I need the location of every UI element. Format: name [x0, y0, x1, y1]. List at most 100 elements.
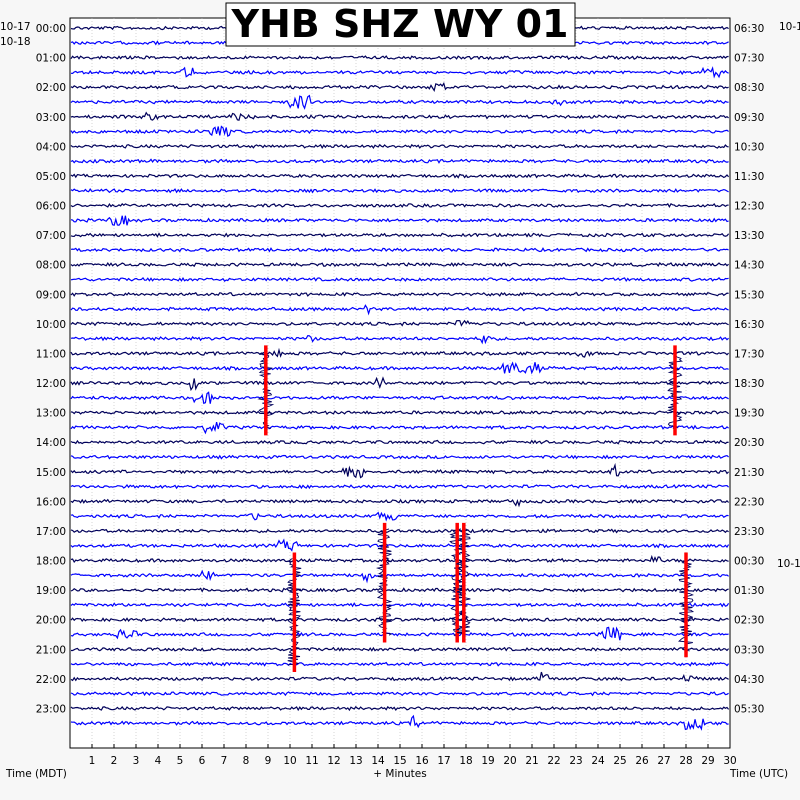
trace-line — [70, 484, 730, 490]
left-hour-label: 14:00 — [36, 437, 66, 449]
event-markers — [257, 345, 695, 673]
left-hour-label: 01:00 — [36, 53, 66, 65]
left-date-label-2: 10-18 — [0, 36, 31, 48]
left-hour-label: 20:00 — [36, 615, 66, 627]
x-tick-label: 30 — [723, 755, 736, 767]
trace-line — [70, 554, 729, 564]
left-hour-label: 07:00 — [36, 230, 66, 242]
chart-title: YHB SHZ WY 01 — [230, 2, 568, 46]
right-hour-label: 03:30 — [734, 644, 764, 656]
trace-line — [70, 158, 729, 164]
x-tick-label: 2 — [111, 755, 118, 767]
right-hour-label: 21:30 — [734, 467, 764, 479]
trace-line — [70, 111, 729, 121]
left-time-axis: 00:00 01:00 02:00 03:00 04:00 05:00 06:00 07:00… — [36, 23, 66, 715]
right-hour-label: 02:30 — [734, 615, 764, 627]
trace-line — [70, 616, 729, 623]
x-tick-label: 25 — [613, 755, 626, 767]
right-hour-label: 12:30 — [734, 201, 764, 213]
left-axis-title: Time (MDT) — [5, 768, 67, 780]
left-hour-label: 00:00 — [36, 23, 66, 35]
x-tick-label: 19 — [481, 755, 494, 767]
left-hour-label: 23:00 — [36, 703, 66, 715]
left-hour-label: 03:00 — [36, 112, 66, 124]
trace-line — [70, 143, 729, 149]
trace-line — [70, 334, 729, 345]
right-hour-label: 05:30 — [734, 703, 764, 715]
right-hour-label: 20:30 — [734, 437, 764, 449]
trace-line — [70, 661, 730, 667]
trace-line — [70, 376, 729, 392]
right-hour-label: 19:30 — [734, 408, 764, 420]
trace-line — [70, 569, 729, 584]
right-hour-label: 10:30 — [734, 141, 764, 153]
left-hour-label: 22:00 — [36, 674, 66, 686]
right-date-label-1: 10-1 — [779, 21, 800, 33]
left-hour-label: 19:00 — [36, 585, 66, 597]
trace-line — [70, 462, 730, 479]
trace-line — [70, 705, 730, 712]
event-waveform — [449, 528, 466, 636]
x-tick-label: 7 — [221, 755, 228, 767]
trace-line — [70, 361, 729, 375]
trace-line — [70, 409, 729, 415]
trace-line — [70, 626, 729, 641]
right-hour-label: 17:30 — [734, 348, 764, 360]
title-box — [225, 2, 576, 47]
x-tick-label: 3 — [133, 755, 140, 767]
trace-line — [70, 202, 729, 209]
x-tick-label: 8 — [243, 755, 250, 767]
x-tick-label: 11 — [305, 755, 318, 767]
trace-line — [70, 498, 730, 508]
left-hour-label: 12:00 — [36, 378, 66, 390]
left-hour-label: 09:00 — [36, 289, 66, 301]
left-hour-label: 13:00 — [36, 408, 66, 420]
trace-line — [70, 188, 729, 194]
trace-line — [70, 528, 729, 534]
trace-line — [70, 82, 729, 93]
x-tick-label: 29 — [701, 755, 714, 767]
trace-line — [70, 454, 729, 460]
x-tick-label: 10 — [283, 755, 296, 767]
right-hour-label: 18:30 — [734, 378, 764, 390]
trace-line — [70, 247, 729, 253]
trace-line — [70, 304, 729, 316]
trace-line — [70, 276, 729, 283]
right-hour-label: 08:30 — [734, 82, 764, 94]
x-axis: 1 2 3 4 5 6 7 8 9 10 11 12 13 14 15 16 17 18 19 20 21 22 23 24 2… — [89, 744, 737, 767]
trace-line — [70, 261, 729, 268]
right-hour-label: 01:30 — [734, 585, 764, 597]
x-tick-label: 20 — [503, 755, 516, 767]
x-tick-label: 21 — [525, 755, 538, 767]
x-tick-label: 13 — [349, 755, 362, 767]
trace-line — [70, 215, 729, 226]
trace-line — [70, 55, 729, 61]
left-hour-label: 17:00 — [36, 526, 66, 538]
x-tick-label: 18 — [459, 755, 472, 767]
left-hour-label: 11:00 — [36, 348, 66, 360]
trace-line — [70, 125, 729, 138]
trace-line — [70, 94, 729, 110]
right-hour-label: 14:30 — [734, 260, 764, 272]
right-hour-label: 04:30 — [734, 674, 764, 686]
trace-line — [70, 714, 729, 731]
right-hour-label: 06:30 — [734, 23, 764, 35]
x-tick-label: 1 — [89, 755, 96, 767]
left-hour-label: 02:00 — [36, 82, 66, 94]
left-hour-label: 10:00 — [36, 319, 66, 331]
x-tick-label: 22 — [547, 755, 560, 767]
trace-line — [70, 391, 729, 405]
trace-line — [71, 646, 730, 652]
trace-line — [70, 347, 730, 358]
trace-line — [70, 511, 729, 522]
trace-line — [70, 232, 730, 238]
right-hour-label: 07:30 — [734, 53, 764, 65]
x-axis-title: + Minutes — [373, 768, 426, 780]
right-hour-label: 09:30 — [734, 112, 764, 124]
trace-line — [70, 439, 729, 445]
trace-line — [70, 319, 729, 327]
trace-line — [70, 291, 729, 297]
seismic-traces — [70, 20, 730, 731]
right-hour-label: 15:30 — [734, 289, 764, 301]
